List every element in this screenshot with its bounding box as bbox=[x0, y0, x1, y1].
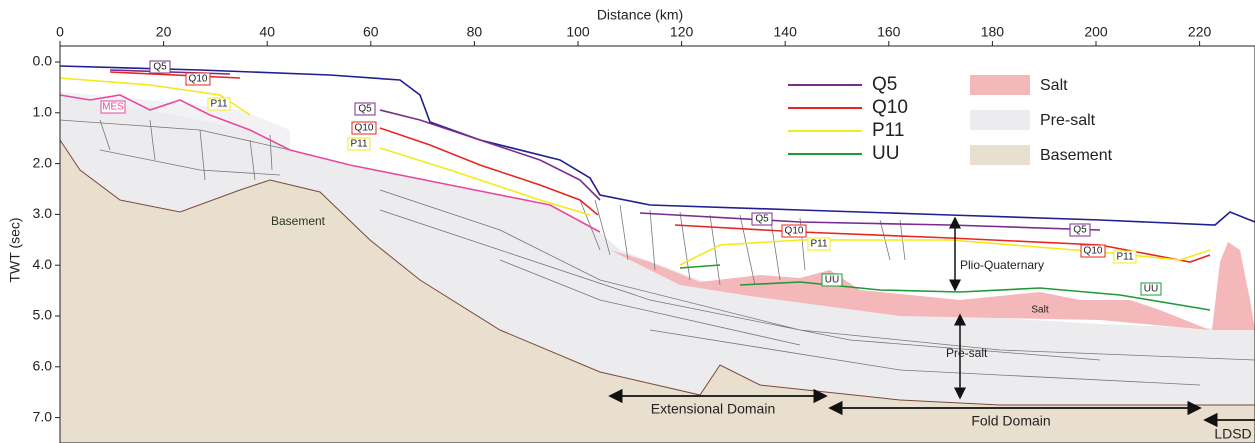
horizon-label: P11 bbox=[1116, 252, 1133, 263]
legend-label: Basement bbox=[1040, 147, 1113, 164]
fold-domain-label: Fold Domain bbox=[971, 413, 1050, 429]
x-tick-label: 40 bbox=[259, 24, 275, 40]
x-tick-label: 120 bbox=[670, 24, 694, 40]
x-tick-label: 0 bbox=[56, 24, 64, 40]
axes: Distance (km) TWT (sec) 0 20 40 60 80 100 120 1… bbox=[7, 7, 1255, 443]
legend-label: Q5 bbox=[872, 74, 897, 95]
horizon-label: Q10 bbox=[785, 226, 804, 237]
y-axis-label: TWT (sec) bbox=[7, 217, 23, 282]
extensional-domain-label: Extensional Domain bbox=[651, 401, 776, 417]
horizon-label: Q10 bbox=[189, 74, 208, 85]
horizon-label: Q5 bbox=[1073, 225, 1087, 236]
horizon-label: Q5 bbox=[755, 214, 769, 225]
legend-swatch bbox=[970, 145, 1030, 165]
basement-label: Basement bbox=[271, 214, 326, 228]
annotations: Basement Salt Plio-Quaternary Pre-salt E… bbox=[271, 214, 1255, 442]
horizon-label: P11 bbox=[350, 139, 367, 150]
horizon-label: Q5 bbox=[358, 104, 372, 115]
horizon-label: Q10 bbox=[355, 123, 374, 134]
frame bbox=[59, 45, 1255, 443]
salt-area bbox=[610, 250, 1210, 330]
y-tick-label: 7.0 bbox=[33, 408, 53, 424]
horizon-label: P11 bbox=[810, 239, 827, 250]
mes-label: MES bbox=[102, 102, 124, 113]
x-tick-label: 180 bbox=[981, 24, 1005, 40]
y-tick-label: 4.0 bbox=[33, 256, 53, 272]
seabed bbox=[59, 65, 1255, 226]
x-tick-label: 100 bbox=[566, 24, 590, 40]
x-tick-label: 60 bbox=[363, 24, 379, 40]
mes-line bbox=[59, 94, 601, 233]
q10-line bbox=[109, 71, 1211, 263]
salt-diapir bbox=[1212, 242, 1255, 330]
y-tick-label: 2.0 bbox=[33, 154, 53, 170]
x-axis-label: Distance (km) bbox=[597, 7, 683, 23]
horizon-label: UU bbox=[825, 275, 839, 286]
legend-label: Q10 bbox=[872, 97, 908, 118]
legend-label: P11 bbox=[872, 120, 904, 141]
x-tick-label: 200 bbox=[1084, 24, 1108, 40]
pre-salt-label: Pre-salt bbox=[946, 346, 988, 360]
legend-label: Pre-salt bbox=[1040, 112, 1096, 129]
horizon-label: P11 bbox=[210, 99, 227, 110]
y-tick-label: 3.0 bbox=[33, 205, 53, 221]
salt-label: Salt bbox=[1031, 305, 1048, 316]
y-tick-label: 6.0 bbox=[33, 358, 53, 374]
plio-quaternary-label: Plio-Quaternary bbox=[960, 258, 1044, 272]
y-tick-label: 0.0 bbox=[33, 53, 53, 69]
ldsd-label: LDSD bbox=[1214, 426, 1251, 442]
horizon-labels: Q5 Q10 P11 Q5 Q10 P11 Q5 Q10 P11 UU Q5 Q… bbox=[100, 60, 1162, 296]
horizon-label: UU bbox=[1144, 284, 1158, 295]
x-tick-label: 80 bbox=[467, 24, 483, 40]
legend-swatch bbox=[970, 75, 1030, 95]
horizon-label: Q10 bbox=[1084, 246, 1103, 257]
pre-salt-upper bbox=[60, 92, 290, 150]
horizon-label: Q5 bbox=[153, 62, 167, 73]
y-tick-label: 1.0 bbox=[33, 104, 53, 120]
y-tick-label: 5.0 bbox=[33, 307, 53, 323]
legend-label: Salt bbox=[1040, 77, 1068, 94]
x-tick-label: 160 bbox=[877, 24, 901, 40]
x-tick-label: 220 bbox=[1188, 24, 1212, 40]
x-tick-label: 20 bbox=[156, 24, 172, 40]
legend-label: UU bbox=[872, 143, 899, 164]
basement-area bbox=[59, 138, 1255, 443]
x-tick-label: 140 bbox=[774, 24, 798, 40]
uu-line bbox=[679, 264, 1211, 311]
legend-swatch bbox=[970, 110, 1030, 130]
